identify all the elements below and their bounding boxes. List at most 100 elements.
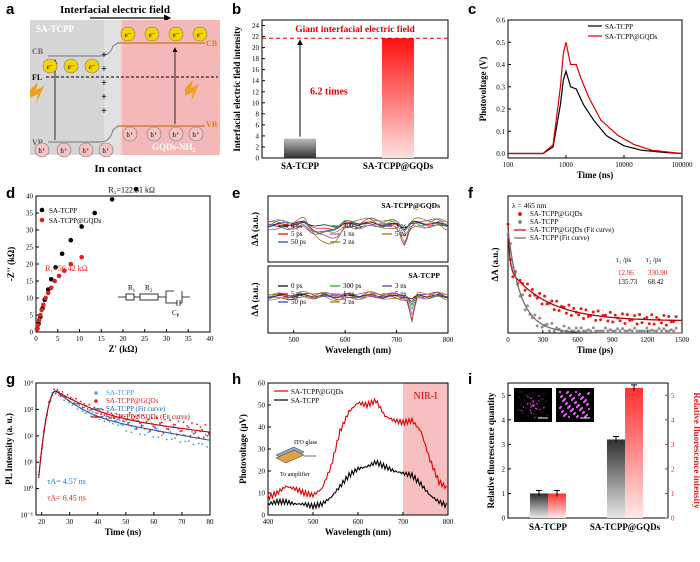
- i-ylabel-left: Relative fluorescence quantity: [486, 392, 496, 508]
- g-point-0-472: [117, 424, 119, 427]
- e-legend-label-0-7: 5 ns: [395, 230, 407, 238]
- cb-band-left: [48, 42, 205, 57]
- b-ytick-label-12: 24: [252, 22, 260, 30]
- h-ytick-label-0: 0: [262, 512, 266, 520]
- g-point-1-796: [207, 432, 210, 435]
- g-point-1-700: [181, 429, 183, 432]
- i-image2-dot-43: [577, 393, 581, 397]
- g-point-0-508: [127, 421, 129, 424]
- c-xlabel: Time (ns): [577, 170, 614, 180]
- e-trace-1-2: [267, 293, 449, 306]
- g-point-1-442: [108, 416, 111, 419]
- f-point-0-48: [623, 321, 627, 325]
- f-xlabel: Time (ps): [577, 345, 614, 355]
- vb-band-left: [48, 125, 205, 143]
- i-image1-dot-35: [522, 412, 524, 414]
- f-legend-label-0: SA-TCPP@GQDs: [530, 210, 583, 218]
- i-image2-dot-47: [569, 409, 573, 413]
- f-point-0-37: [596, 309, 600, 313]
- i-image2-dot-54: [570, 398, 574, 402]
- d-point-1-4: [39, 307, 44, 313]
- d-circuit-r1-label: R1: [128, 284, 136, 294]
- i-image2-dot-37: [559, 395, 563, 399]
- g-ytick-label-1: 10⁰: [23, 485, 33, 493]
- b-ytick-label-10: 20: [252, 44, 260, 52]
- f-point-1-28: [574, 326, 578, 330]
- i-image1-dot-40: [527, 415, 529, 417]
- g-point-0-514: [128, 421, 131, 424]
- i-frame: [507, 382, 669, 519]
- f-point-1-55: [640, 329, 644, 333]
- h-ylabel: Photovoltage (μV): [238, 414, 248, 484]
- i-left-tick-label-2: 2: [502, 465, 506, 473]
- f-point-1-12: [535, 324, 539, 328]
- i-image2-dot-30: [558, 406, 562, 410]
- h-nir-region: [403, 383, 448, 515]
- g-point-1-580: [147, 418, 150, 421]
- i-image1-dot-29: [540, 398, 542, 400]
- f-point-1-62: [657, 327, 661, 331]
- g-point-0-694: [179, 441, 182, 443]
- g-point-0-352: [83, 406, 86, 409]
- hole-label-0: h⁺: [38, 147, 46, 155]
- f-xtick-label-3: 900: [607, 336, 618, 344]
- d-point-0-12: [109, 197, 115, 202]
- e-legend-label-0-0: 0 ps: [291, 222, 303, 230]
- d-circuit-r2-sub: 2: [150, 289, 153, 294]
- i-image1-dot-23: [532, 400, 534, 402]
- interface-charge-2: +: [101, 78, 107, 89]
- i-image1-dot-42: [541, 411, 543, 413]
- d-xtick-label-2: 10: [76, 335, 84, 343]
- f-point-1-14: [540, 325, 544, 329]
- i-image2-dot-0: [558, 390, 562, 394]
- d-legend-label-1: SA-TCPP@GQDs: [49, 217, 102, 225]
- f-point-0-16: [545, 302, 549, 306]
- e-trace-0-7: [267, 217, 449, 246]
- b-ytick-label-9: 18: [252, 55, 260, 63]
- f-point-0-59: [650, 313, 654, 317]
- i-image1-dot-27: [526, 402, 528, 404]
- d-ytick-label-1: 5: [30, 312, 34, 320]
- f-point-1-17: [547, 329, 551, 333]
- d-point-1-1: [35, 322, 41, 328]
- i-image1-dot-46: [539, 403, 541, 405]
- i-image2-dot-29: [575, 415, 579, 419]
- hole-label-2: h⁺: [82, 147, 90, 155]
- i-image1-dot-44: [525, 407, 527, 409]
- f-point-1-36: [594, 329, 598, 333]
- g-point-0-346: [81, 410, 84, 413]
- g-point-1-694: [179, 430, 182, 433]
- i-image1-dot-36: [529, 397, 531, 399]
- d-point-1-3: [38, 312, 43, 318]
- c-frame: [507, 19, 683, 159]
- c-xtick-label-3: 100000: [672, 161, 694, 169]
- hole-label-3: h⁺: [102, 147, 110, 155]
- panel-d-nyquist-plot: 0 5 10 15 20 25 30 35 40 0 5 10 15 20 25 30 35 40 Z' (kΩ) -…: [6, 186, 214, 354]
- f-point-0-2: [511, 275, 515, 279]
- e1-ylabel: ΔA (a.u.): [250, 283, 260, 317]
- g-point-0-370: [88, 409, 91, 412]
- g-point-1-736: [191, 422, 193, 424]
- i-image1-dot-7: [527, 395, 529, 398]
- f-point-1-64: [662, 327, 666, 331]
- e-subplot-title-1: SA-TCPP: [408, 271, 440, 280]
- g-point-0-418: [101, 415, 104, 418]
- f-fit-1: [507, 229, 682, 334]
- panel-label-d: d: [6, 185, 15, 202]
- f-point-0-61: [655, 316, 659, 320]
- i-image1-dot-58: [533, 405, 535, 407]
- e-legend-label-1-1: 5 ps: [291, 290, 303, 298]
- f-point-0-21: [557, 309, 561, 313]
- g-point-1-748: [194, 431, 197, 433]
- d-circuit-wires: [118, 290, 190, 304]
- g-point-0-658: [169, 430, 172, 433]
- g-point-0-310: [71, 404, 74, 407]
- g-point-1-682: [175, 433, 178, 436]
- g-point-1-598: [152, 425, 155, 428]
- g-xlabel: Time (ns): [105, 527, 142, 537]
- e-legend-label-1-0: 0 ps: [291, 282, 303, 290]
- f-point-0-58: [647, 322, 651, 326]
- d-xtick-label-1: 5: [56, 335, 60, 343]
- f-point-0-13: [538, 291, 542, 295]
- i-image1-dot-49: [530, 410, 532, 412]
